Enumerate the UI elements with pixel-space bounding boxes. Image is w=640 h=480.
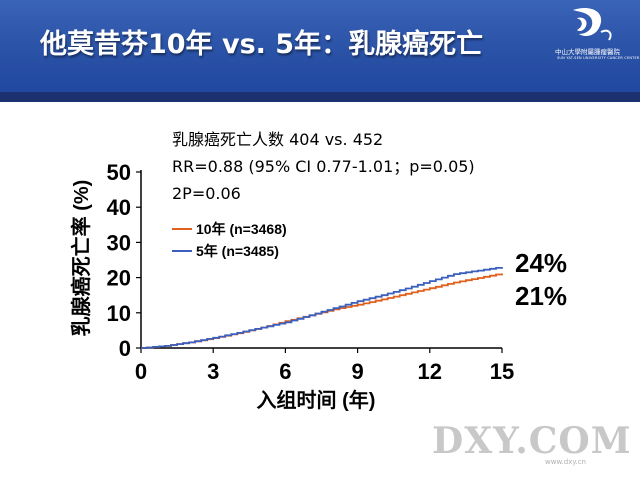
x-tick-label: 6 xyxy=(279,359,291,384)
x-tick-label: 0 xyxy=(135,359,147,384)
header-divider xyxy=(0,92,640,102)
x-tick-label: 15 xyxy=(490,359,514,384)
title-bar: 他莫昔芬10年 vs. 5年：乳腺癌死亡 中山大學附屬腫瘤醫院 SUN YAT-… xyxy=(0,0,640,92)
watermark-subtext: www.dxy.cn xyxy=(545,458,586,466)
series-line-5yr xyxy=(141,267,503,349)
y-tick-label: 10 xyxy=(107,301,131,326)
annotation-line-p: 2P=0.06 xyxy=(172,184,241,203)
y-tick-label: 0 xyxy=(119,336,131,361)
y-tick-label: 40 xyxy=(107,195,131,220)
page-title: 他莫昔芬10年 vs. 5年：乳腺癌死亡 xyxy=(40,29,484,60)
watermark: DXY.COM xyxy=(432,420,632,462)
legend-label: 5年 (n=3485) xyxy=(196,243,279,259)
x-tick-label: 9 xyxy=(351,359,363,384)
annotation-line-rr: RR=0.88 (95% CI 0.77-1.01；p=0.05) xyxy=(172,157,475,176)
y-tick-label: 50 xyxy=(107,160,131,185)
y-tick-label: 30 xyxy=(107,230,131,255)
y-axis-label: 乳腺癌死亡率 (%) xyxy=(69,180,93,337)
x-axis-label: 入组时间 (年) xyxy=(257,388,376,412)
series-line-10yr xyxy=(141,273,503,349)
logo-text: 中山大學附屬腫瘤醫院 xyxy=(555,48,620,56)
legend-label: 10年 (n=3468) xyxy=(196,221,287,237)
logo-emblem-icon xyxy=(573,8,612,41)
x-tick-label: 12 xyxy=(418,359,442,384)
statistics-annotation: 乳腺癌死亡人数 404 vs. 452 RR=0.88 (95% CI 0.77… xyxy=(172,126,475,207)
y-tick-label: 20 xyxy=(107,266,131,291)
annotation-line-deaths: 乳腺癌死亡人数 404 vs. 452 xyxy=(172,130,384,149)
hospital-logo: 中山大學附屬腫瘤醫院 SUN YAT-SEN UNIVERSITY CANCER… xyxy=(555,6,639,66)
logo-subtext: SUN YAT-SEN UNIVERSITY CANCER CENTER xyxy=(557,56,640,60)
end-value-label: 21% xyxy=(515,281,567,311)
x-tick-label: 3 xyxy=(207,359,219,384)
end-value-label: 24% xyxy=(515,248,567,278)
